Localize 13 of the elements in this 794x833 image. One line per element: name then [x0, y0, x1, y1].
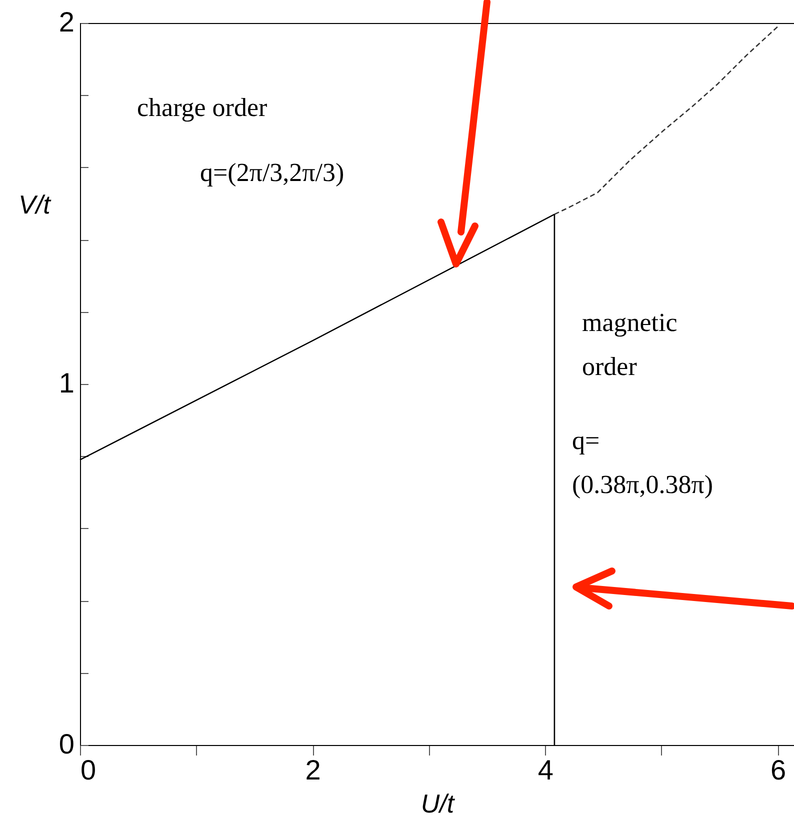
annotation: q=(2π/3,2π/3)	[200, 158, 344, 187]
x-tick-label: 4	[538, 754, 554, 786]
y-tick-label: 1	[58, 368, 74, 398]
annotation: charge order	[137, 93, 268, 122]
x-tick-label: 0	[80, 754, 96, 786]
y-tick-label: 0	[58, 728, 74, 760]
x-tick-label: 2	[305, 754, 321, 786]
y-axis-title: V/t	[18, 190, 52, 220]
y-tick-label: 2	[58, 6, 74, 38]
x-axis-title: U/t	[420, 788, 456, 818]
annotation: q= (0.38π,0.38π)	[572, 426, 714, 499]
annotation: magnetic order	[582, 308, 678, 381]
x-tick-label: 6	[770, 754, 786, 786]
